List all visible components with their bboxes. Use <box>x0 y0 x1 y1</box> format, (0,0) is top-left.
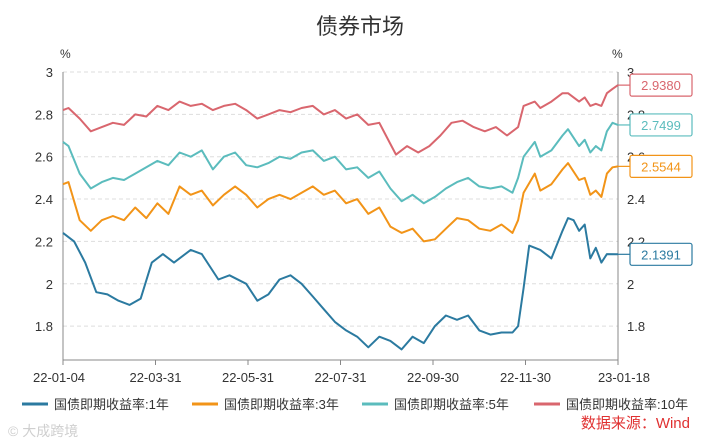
legend-label: 国债即期收益率:3年 <box>224 397 339 412</box>
y-tick-label-left: 3 <box>46 65 53 80</box>
x-axis: 22-01-04 22-03-31 22-05-31 22-07-31 22-09-30… <box>33 359 650 385</box>
right-y-axis: 32.82.62.42.221.8 <box>617 65 645 360</box>
legend-label: 国债即期收益率:10年 <box>566 397 688 412</box>
legend-label: 国债即期收益率:5年 <box>394 397 509 412</box>
callout-value: 2.1391 <box>641 247 681 262</box>
x-tick-label: 22-05-31 <box>222 370 274 385</box>
y-tick-label-left: 2.6 <box>35 150 53 165</box>
left-y-axis: 3 2.8 2.6 2.4 2.2 2 1.8 <box>35 65 64 360</box>
y-tick-label-right: 3 <box>627 65 634 80</box>
callout-value: 2.5544 <box>641 159 681 174</box>
y-tick-label-left: 2.2 <box>35 234 53 249</box>
x-tick-label: 23-01-18 <box>598 370 650 385</box>
x-tick-label: 22-01-04 <box>33 370 85 385</box>
callout-box <box>629 73 693 97</box>
callout-box <box>629 113 693 137</box>
callout-box <box>629 242 693 266</box>
callout-box <box>629 154 693 178</box>
y-tick-label-right: 1.8 <box>627 319 645 334</box>
last-value-callouts: 2.9380 2.7499 2.5544 2.1391 <box>618 73 693 266</box>
y-tick-label-left: 2.8 <box>35 107 53 122</box>
series-line <box>62 217 619 351</box>
watermark: © 大成跨境 <box>8 423 78 439</box>
x-tick-label: 22-03-31 <box>129 370 181 385</box>
y-tick-label-right: 2.4 <box>627 192 645 207</box>
callout-value: 2.9380 <box>641 78 681 93</box>
y-tick-label-left: 2.4 <box>35 192 53 207</box>
series-line <box>62 121 619 205</box>
x-tick-label: 22-11-30 <box>500 370 551 385</box>
chart-title: 债券市场 <box>316 14 404 39</box>
left-axis-unit: % <box>60 47 71 61</box>
y-tick-label-left: 1.8 <box>35 319 53 334</box>
series-line <box>62 162 619 243</box>
grid-lines <box>63 71 618 327</box>
x-tick-label: 22-07-31 <box>314 370 366 385</box>
data-source: 数据来源：Wind <box>581 415 690 432</box>
callout-value: 2.7499 <box>641 118 681 133</box>
right-axis-unit: % <box>612 47 623 61</box>
legend-label: 国债即期收益率:1年 <box>54 397 169 412</box>
legend: 国债即期收益率:1年 国债即期收益率:3年 国债即期收益率:5年 国债即期收益率:10… <box>22 397 688 412</box>
y-tick-label-right: 2 <box>627 277 634 292</box>
y-tick-label-left: 2 <box>46 277 53 292</box>
x-tick-label: 22-09-30 <box>407 370 459 385</box>
series-line <box>62 84 619 156</box>
series-lines <box>62 84 619 351</box>
